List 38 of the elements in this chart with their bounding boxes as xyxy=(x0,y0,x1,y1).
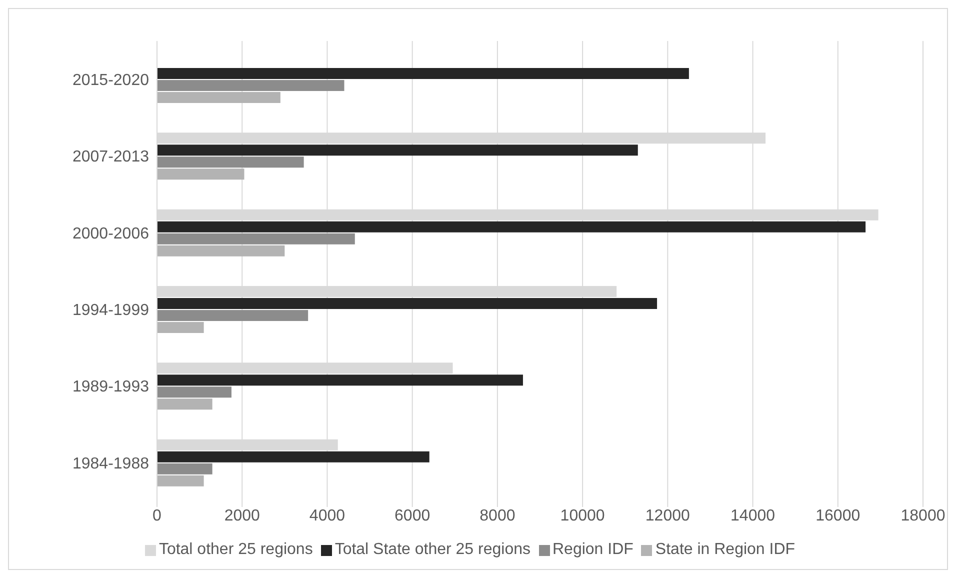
y-tick-label: 1984-1988 xyxy=(72,455,150,472)
x-tick-label: 4000 xyxy=(309,507,346,524)
x-tick-label: 10000 xyxy=(560,507,605,524)
bar xyxy=(157,156,304,168)
bar xyxy=(157,451,430,462)
legend-label: Total State other 25 regions xyxy=(334,541,530,559)
bar xyxy=(157,475,204,486)
legend-label: Total other 25 regions xyxy=(158,541,313,559)
x-tick-label: 16000 xyxy=(816,507,860,524)
legend-label: Region IDF xyxy=(552,541,634,559)
bar xyxy=(157,168,244,180)
bar xyxy=(157,398,212,410)
x-tick-label: 14000 xyxy=(730,507,776,524)
bar xyxy=(157,310,308,321)
bar xyxy=(157,322,204,333)
x-tick-label: 12000 xyxy=(645,507,690,524)
x-tick-label: 0 xyxy=(152,507,162,524)
bar xyxy=(157,92,280,103)
y-tick-label: 2007-2013 xyxy=(72,148,150,166)
bar xyxy=(157,463,212,474)
bar xyxy=(157,233,355,244)
x-tick-label: 8000 xyxy=(480,507,516,524)
x-tick-label: 6000 xyxy=(394,507,430,524)
bar xyxy=(157,298,658,309)
y-tick-label: 2015-2020 xyxy=(72,72,150,90)
y-tick-label: 1989-1993 xyxy=(72,378,150,396)
bar xyxy=(157,144,638,156)
bar xyxy=(157,80,344,91)
y-tick-label: 2000-2006 xyxy=(72,225,150,242)
x-tick-label: 2000 xyxy=(224,507,260,524)
bar xyxy=(157,221,866,232)
bar xyxy=(157,374,523,386)
y-tick-label: 1994-1999 xyxy=(72,302,150,320)
bar xyxy=(157,68,689,79)
bar xyxy=(157,245,285,256)
bar xyxy=(157,386,232,398)
x-tick-label: 18000 xyxy=(900,507,946,524)
legend-label: State in Region IDF xyxy=(655,541,796,559)
